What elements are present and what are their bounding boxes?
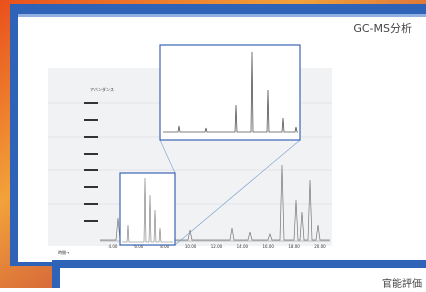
x-tick-label: 10.00: [185, 244, 197, 249]
x-axis-label: 時間→: [58, 249, 70, 255]
zoom-inset: [160, 45, 300, 140]
slide-title: GC-MS分析: [353, 21, 412, 35]
screenshot: GC-MS分析 アバンダンス 時間→ 4.006.008.0010.0012.0…: [0, 0, 426, 288]
x-tick-label: 16.00: [263, 244, 275, 249]
page: {"slides": [ {"title": "GC-MS分析", "y_axi…: [0, 0, 426, 288]
x-tick-label: 20.00: [314, 244, 326, 249]
x-tick-label: 18.00: [288, 244, 300, 249]
x-tick-label: 14.00: [237, 244, 249, 249]
x-tick-label: 4.00: [109, 244, 118, 249]
y-axis-label: アバンダンス: [90, 86, 114, 92]
slide-body: [60, 268, 426, 288]
x-tick-label: 12.00: [211, 244, 223, 249]
slide-title: 官能評価: [382, 277, 422, 288]
slide-header-strip: [18, 14, 426, 17]
